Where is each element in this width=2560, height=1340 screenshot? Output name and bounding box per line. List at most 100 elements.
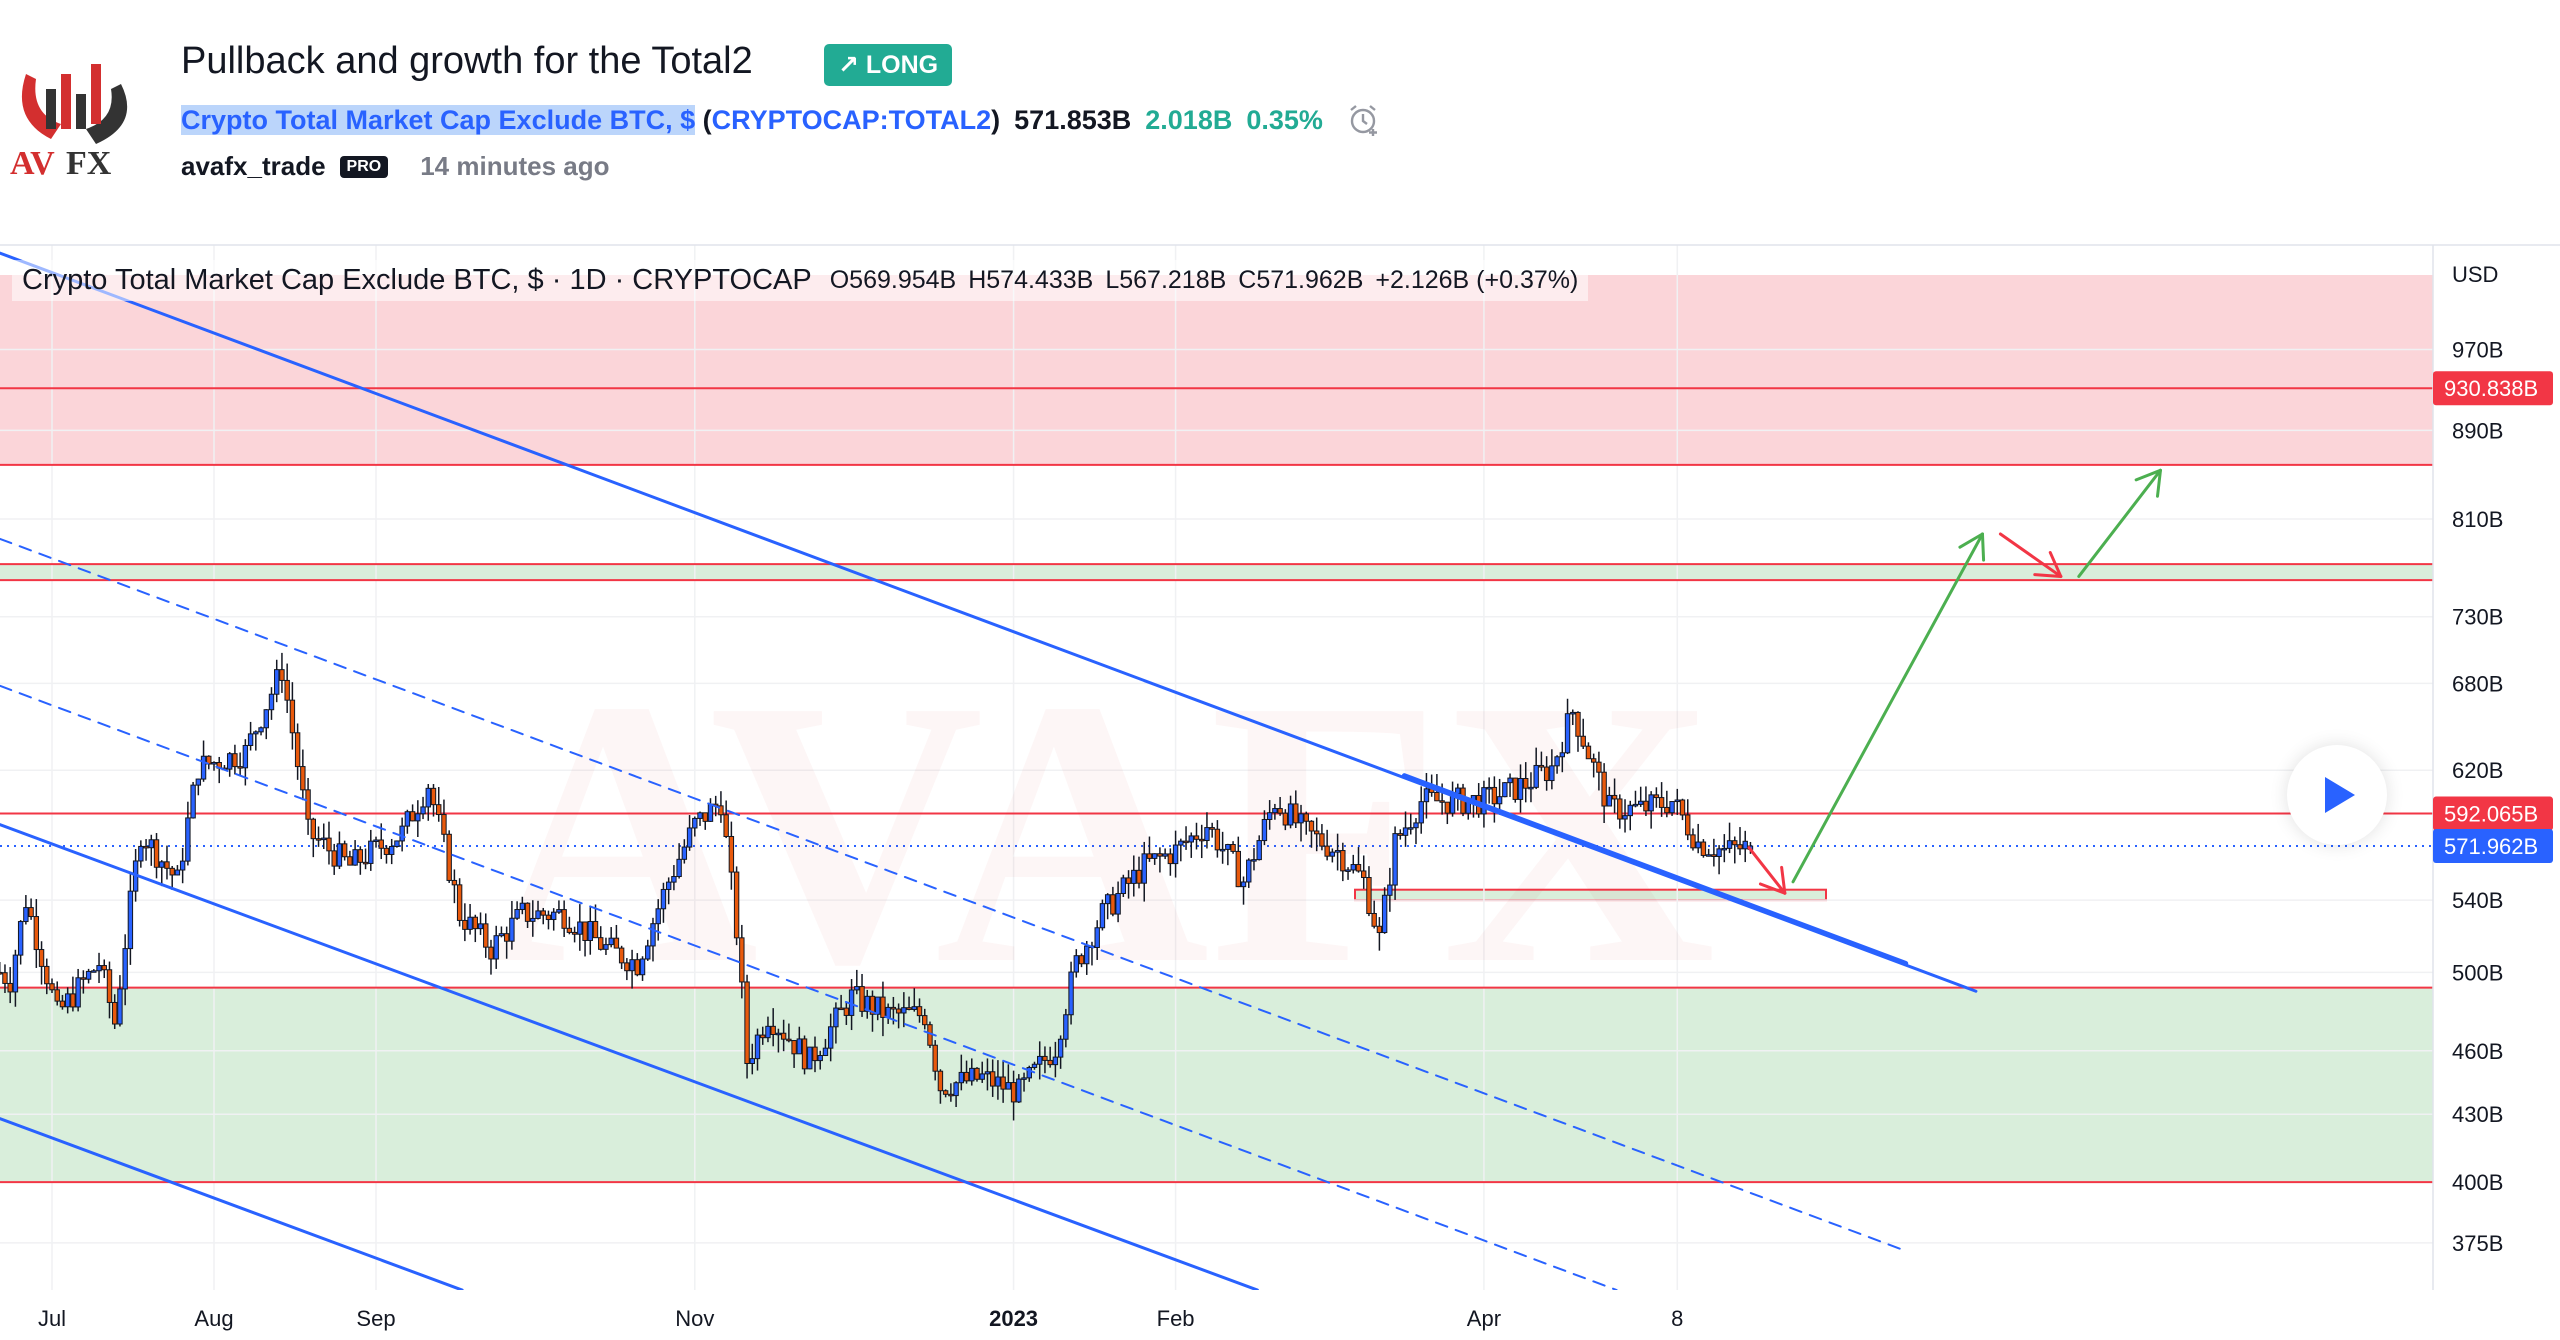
price-tag-label: 592.065B <box>2444 802 2538 827</box>
candle-body <box>922 1015 928 1026</box>
candle-body <box>1324 845 1330 857</box>
candle-body <box>362 861 369 865</box>
candle-body <box>1533 764 1539 788</box>
candle-body <box>545 914 552 921</box>
candle-body <box>645 945 651 960</box>
candle-body <box>289 699 296 734</box>
candle-body <box>1564 713 1571 754</box>
candle-body <box>598 937 604 950</box>
candle-body <box>1042 1055 1048 1061</box>
candle-body <box>148 839 154 849</box>
candle-body <box>1486 786 1492 790</box>
candle-body <box>467 916 473 930</box>
candle-body <box>493 935 499 960</box>
candle-body <box>650 923 656 947</box>
candle-body <box>331 850 337 867</box>
candle-body <box>1178 840 1184 846</box>
candle-body <box>1162 853 1168 857</box>
candle-body <box>974 1067 980 1080</box>
candle-body <box>1005 1082 1012 1090</box>
candle-body <box>1423 788 1430 803</box>
candle-body <box>530 917 536 922</box>
candle-body <box>430 787 437 806</box>
candle-body <box>112 1001 118 1025</box>
candle-body <box>1627 804 1633 817</box>
price-tick-label: 430B <box>2452 1102 2503 1127</box>
symbol-row: Crypto Total Market Cap Exclude BTC, $ (… <box>181 103 1381 137</box>
author-logo[interactable]: AV FX <box>6 44 146 182</box>
candle-body <box>577 921 583 935</box>
candle-body <box>190 784 196 819</box>
candle-body <box>268 693 275 711</box>
candle-body <box>765 1025 771 1039</box>
candle-body <box>169 867 175 876</box>
candle-body <box>1141 853 1147 884</box>
symbol-link[interactable]: Crypto Total Market Cap Exclude BTC, $ (… <box>181 104 1001 135</box>
candle-body <box>948 1093 954 1097</box>
candle-body <box>911 1006 917 1010</box>
candle-body <box>556 909 562 913</box>
candle-body <box>70 993 76 1008</box>
candle-body <box>1157 853 1163 857</box>
candle-body <box>456 884 463 921</box>
candle-body <box>1277 808 1283 814</box>
candle-body <box>38 949 45 967</box>
candle-body <box>1251 859 1257 862</box>
candle-body <box>880 996 886 1018</box>
time-tick-label: 8 <box>1671 1306 1683 1331</box>
candle-body <box>1052 1056 1059 1066</box>
candle-body <box>796 1038 803 1055</box>
candle-body <box>1073 955 1079 973</box>
alarm-clock-icon[interactable] <box>1347 103 1381 137</box>
candle-body <box>1549 765 1555 782</box>
candle-body <box>744 981 750 1065</box>
candle-body <box>1622 815 1628 820</box>
author-name[interactable]: avafx_trade <box>181 151 326 181</box>
candle-body <box>1617 798 1623 820</box>
time-tick-label: Jul <box>38 1306 66 1331</box>
candle-body <box>791 1040 797 1055</box>
candle-body <box>692 817 698 829</box>
candle-body <box>404 811 411 827</box>
candle-body <box>1230 843 1236 852</box>
price-tag-label: 571.962B <box>2444 834 2538 859</box>
candle-body <box>838 1007 844 1011</box>
candle-body <box>1590 758 1597 763</box>
arrow-pullback-head <box>1780 865 1787 895</box>
candle-body <box>1528 786 1534 790</box>
symbol-price: 571.853B <box>1014 104 1132 135</box>
candle-body <box>749 1058 755 1065</box>
candle-body <box>1742 840 1748 850</box>
arrow-retest <box>1998 532 2063 578</box>
candle-body <box>28 907 34 918</box>
time-tick-label: Feb <box>1157 1306 1195 1331</box>
candle-body <box>989 1071 996 1087</box>
candle-body <box>425 787 431 808</box>
candle-body <box>242 744 249 769</box>
candle-body <box>639 958 646 976</box>
candle-body <box>535 910 541 919</box>
svg-text:AV: AV <box>10 145 55 182</box>
long-badge: ↗ LONG <box>824 44 953 86</box>
candle-body <box>1392 833 1398 886</box>
candle-body <box>1737 844 1743 850</box>
candle-body <box>357 849 364 863</box>
candle-body <box>274 669 280 695</box>
zone-red <box>0 275 2433 465</box>
candle-body <box>754 1034 761 1060</box>
time-tick-label: Sep <box>356 1306 395 1331</box>
candle-body <box>44 965 50 985</box>
candle-body <box>801 1038 808 1070</box>
candle-body <box>707 803 714 822</box>
candle-body <box>1094 927 1100 949</box>
pro-badge: PRO <box>339 155 389 178</box>
candle-body <box>1219 848 1226 852</box>
legend-open: O569.954B <box>829 266 957 294</box>
play-button[interactable] <box>2287 745 2387 845</box>
candle-body <box>237 766 243 769</box>
candle-body <box>101 965 107 971</box>
candle-body <box>12 954 19 993</box>
candle-body <box>326 837 332 852</box>
candle-body <box>1653 794 1660 799</box>
